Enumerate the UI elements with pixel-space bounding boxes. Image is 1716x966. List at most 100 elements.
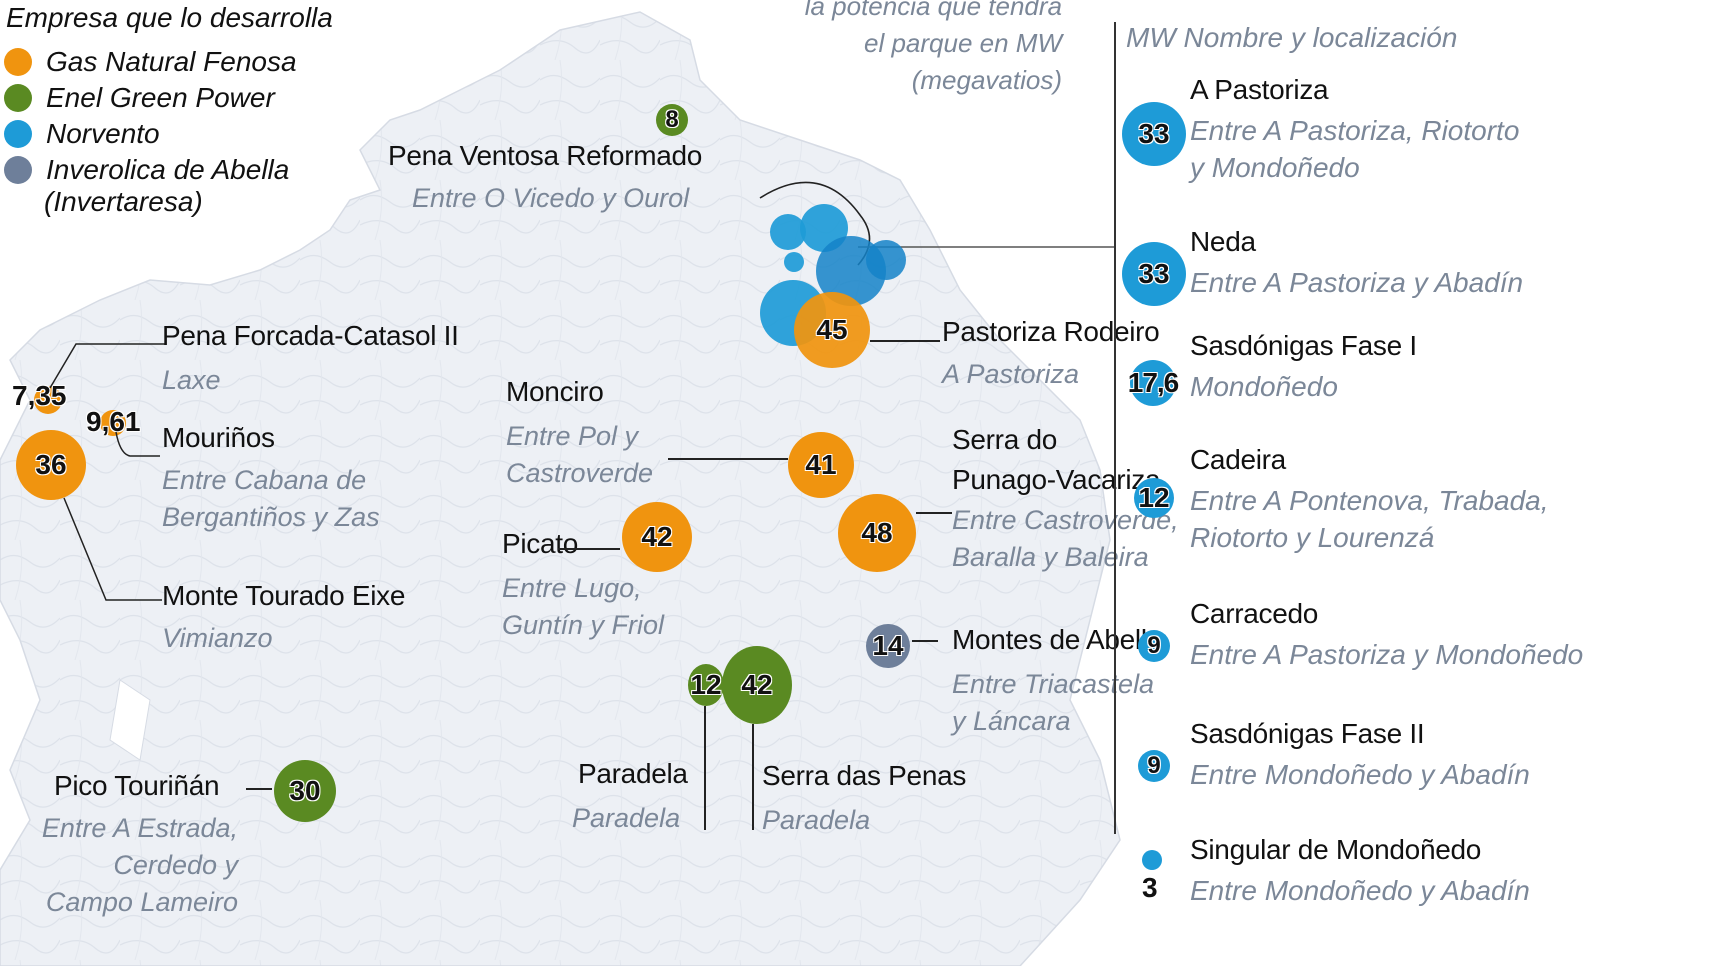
park-name: Pena Ventosa Reformado <box>388 140 703 171</box>
list-item-neda[interactable]: 33 Neda Entre A Pastoriza y Abadín <box>1120 226 1716 306</box>
leader-line <box>115 431 160 457</box>
leader-line <box>49 343 166 389</box>
park-name: Monciro <box>506 376 604 407</box>
legend-sub-label: (Invertaresa) <box>44 186 203 217</box>
location-line: Entre Triacastela <box>952 669 1155 699</box>
park-location: Entre Lugo, Guntín y Friol <box>502 570 664 644</box>
park-location: A Pastoriza <box>942 359 1080 389</box>
leader-line <box>63 497 162 601</box>
location-line: y Mondoñedo <box>1190 152 1360 183</box>
location-line: Entre A Pontenova, Trabada, <box>1190 485 1549 516</box>
leader-line <box>558 548 620 550</box>
slate-dot-icon <box>4 156 32 184</box>
leader-line <box>912 640 938 642</box>
mw-bubble: 33 <box>1122 242 1186 306</box>
park-bubble-serra-do-punago[interactable]: 48 <box>838 494 916 572</box>
park-location: Entre Triacastela y Láncara <box>952 666 1154 740</box>
park-location: Entre Cabana de Bergantiños y Zas <box>162 462 380 536</box>
park-location: Laxe <box>162 365 221 395</box>
legend-title: Empresa que lo desarrolla <box>6 2 333 33</box>
item-location: Entre A Pastoriza y Abadín <box>1190 267 1524 298</box>
list-item-sasdonigas-fase-2[interactable]: 9 Sasdónigas Fase II Entre Mondoñedo y A… <box>1120 718 1716 798</box>
park-bubble-pastoriza-rodeiro[interactable]: 45 <box>794 292 870 368</box>
park-bubble-montes-de-abella[interactable]: 14 <box>866 624 910 668</box>
leader-line <box>870 340 940 342</box>
green-dot-icon <box>4 84 32 112</box>
list-item-sasdonigas-fase-1[interactable]: 17,6 Sasdónigas Fase I Mondoñedo <box>1120 330 1716 410</box>
item-name: Sasdónigas Fase I <box>1190 330 1417 361</box>
mw-bubble: 12 <box>1134 478 1174 518</box>
legend-label: Inverolica de Abella <box>46 154 290 185</box>
park-bubble-pena-ventosa[interactable]: 8 <box>656 104 688 136</box>
mw-bubble: 9 <box>1138 750 1170 782</box>
list-item-singular-de-mondonedo[interactable]: 3 Singular de Mondoñedo Entre Mondoñedo … <box>1120 834 1716 914</box>
park-bubble-pico-tourinan[interactable]: 30 <box>274 760 336 822</box>
size-note-line: la potencia que tendrá <box>804 0 1062 21</box>
item-name: Sasdónigas Fase II <box>1190 718 1425 749</box>
item-location: Entre A Pastoriza, Riotorto y Mondoñedo <box>1190 112 1519 186</box>
mw-bubble: 9 <box>1138 630 1170 662</box>
list-item-a-pastoriza[interactable]: 33 A Pastoriza Entre A Pastoriza, Riotor… <box>1120 74 1716 194</box>
leader-line <box>704 706 706 830</box>
location-line: Guntín y Friol <box>502 610 665 640</box>
park-mw-label: 9,61 <box>86 406 141 437</box>
park-bubble-picato[interactable]: 42 <box>622 502 692 572</box>
item-location: Mondoñedo <box>1190 371 1338 402</box>
park-bubble-pena-forcada[interactable] <box>34 386 62 414</box>
mw-bubble: 17,6 <box>1128 360 1179 406</box>
list-item-carracedo[interactable]: 9 Carracedo Entre A Pastoriza y Mondoñed… <box>1120 598 1716 678</box>
park-location: Entre O Vicedo y Ourol <box>412 183 690 213</box>
location-line: Entre A Pastoriza, Riotorto <box>1190 115 1520 146</box>
leader-line <box>246 788 272 790</box>
name-line: Punago-Vacariza <box>952 464 1161 495</box>
size-note-line: (megavatios) <box>911 65 1062 95</box>
park-name: Pena Forcada-Catasol II <box>162 320 459 351</box>
leader-line <box>668 458 788 460</box>
location-line: Bergantiños y Zas <box>162 502 380 532</box>
park-location: Paradela <box>762 805 871 835</box>
legend-item-enel: Enel Green Power <box>4 80 275 116</box>
size-note: la potencia que tendrá el parque en MW (… <box>805 0 1062 99</box>
mw-bubble <box>1142 850 1162 870</box>
item-location: Entre Mondoñedo y Abadín <box>1190 759 1530 790</box>
legend-item-norvento: Norvento <box>4 116 160 152</box>
park-location: Entre A Estrada, Cerdedo y Campo Lameiro <box>12 810 238 921</box>
park-name: Serra do Punago-Vacariza <box>952 420 1161 500</box>
legend-label: Gas Natural Fenosa <box>46 46 297 77</box>
item-name: Carracedo <box>1190 598 1319 629</box>
item-location: Entre A Pontenova, Trabada, Riotorto y L… <box>1190 482 1549 556</box>
park-bubble-paradela[interactable]: 12 <box>688 664 724 706</box>
right-panel-divider <box>1114 22 1116 834</box>
cluster-bubble <box>784 252 804 272</box>
park-bubble-monte-tourado[interactable]: 36 <box>16 430 86 500</box>
location-line: y Láncara <box>952 706 1071 736</box>
park-bubble-mourinos[interactable] <box>100 410 126 436</box>
legend-label: Norvento <box>46 118 160 149</box>
legend-label: Enel Green Power <box>46 82 275 113</box>
legend-item-inverolica: Inverolica de Abella <box>4 152 289 188</box>
location-line: Cerdedo y <box>113 850 238 880</box>
leader-line <box>916 512 952 514</box>
list-item-cadeira[interactable]: 12 Cadeira Entre A Pontenova, Trabada, R… <box>1120 444 1716 564</box>
item-location: Entre Mondoñedo y Abadín <box>1190 875 1530 906</box>
park-name: Montes de Abella <box>952 624 1163 655</box>
orange-dot-icon <box>4 48 32 76</box>
park-name: Picato <box>502 528 579 559</box>
legend-item-gas-natural: Gas Natural Fenosa <box>4 44 297 80</box>
park-mw-label: 7,35 <box>12 380 67 411</box>
location-line: Entre Cabana de <box>162 465 367 495</box>
park-bubble-monciro[interactable]: 41 <box>788 432 854 498</box>
blue-dot-icon <box>4 120 32 148</box>
location-line: Riotorto y Lourenzá <box>1190 522 1435 553</box>
park-name: Serra das Penas <box>762 760 967 791</box>
location-line: Castroverde <box>506 458 654 488</box>
location-line: Entre Lugo, <box>502 573 642 603</box>
item-name: Neda <box>1190 226 1256 257</box>
cluster-bubble <box>866 240 906 280</box>
park-location: Entre Pol y Castroverde <box>506 418 653 492</box>
leader-line <box>752 724 754 830</box>
location-line: Campo Lameiro <box>45 887 238 917</box>
mw-bubble: 33 <box>1122 102 1186 166</box>
park-bubble-serra-das-penas[interactable]: 42 <box>722 646 792 724</box>
park-location: Paradela <box>572 803 681 833</box>
